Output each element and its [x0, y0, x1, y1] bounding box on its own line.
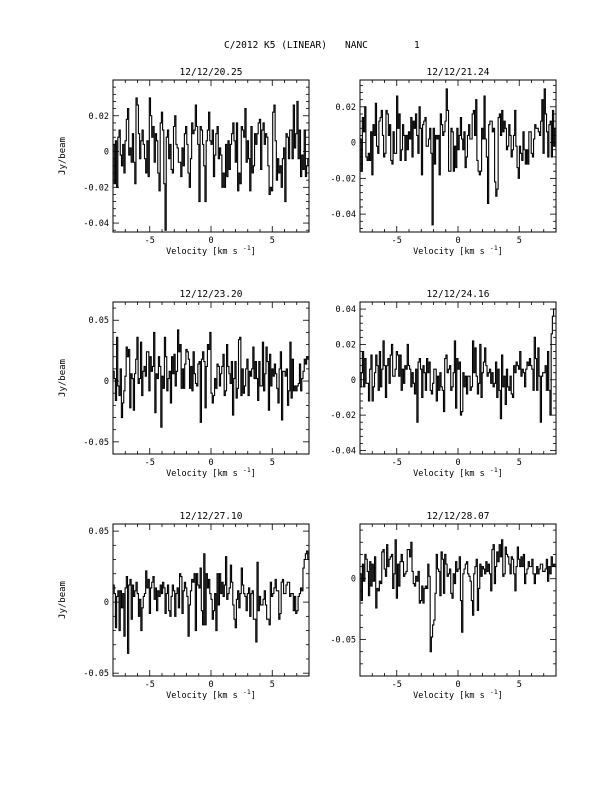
x-axis-label-bracket: ] [251, 247, 256, 257]
y-tick-label: 0.04 [336, 305, 356, 315]
spectrum-series-line [360, 539, 556, 653]
spectrum-series-line [360, 308, 556, 423]
x-axis-label: Velocity [km s -1] [413, 244, 503, 257]
x-tick-label: 0 [208, 680, 213, 690]
x-axis-label-superscript: -1 [490, 688, 498, 696]
x-axis-label-bracket: ] [251, 469, 256, 479]
x-axis-label-text: Velocity [km s [166, 469, 243, 479]
y-tick-label: 0.02 [89, 112, 109, 122]
x-tick-label: 5 [270, 458, 275, 468]
x-axis-label-bracket: ] [498, 247, 503, 257]
y-tick-label: 0 [104, 377, 109, 387]
x-tick-label: 0 [455, 680, 460, 690]
x-axis-label: Velocity [km s -1] [413, 688, 503, 701]
y-axis-label: Jy/beam [58, 359, 68, 397]
x-axis-label-text: Velocity [km s [413, 469, 490, 479]
spectrum-panel-5: 12/12/27.10 -5 0 5 -0.05 0 0.05 Velocity [km s … [58, 511, 310, 701]
spectrum-panel-3: 12/12/23.20 -5 0 5 -0.05 0 0.05 Velocity [km s … [58, 289, 310, 479]
header-page-number: 1 [414, 40, 420, 51]
x-axis-label-superscript: -1 [243, 466, 251, 474]
spectrum-panels: 12/12/20.25 -5 0 5 -0.04 -0.02 0 0.02 Velocity [… [58, 67, 557, 701]
header-molecule: NANC [345, 40, 368, 51]
spectrum-panel-2: 12/12/21.24 -5 0 5 -0.04 -0.02 0 0.02 Velocity [… [330, 67, 557, 257]
y-tick-label: 0 [104, 148, 109, 158]
x-axis-label-bracket: ] [251, 691, 256, 701]
spectrum-series-line [113, 550, 309, 654]
x-axis-label: Velocity [km s -1] [413, 466, 503, 479]
spectrum-panel-4: 12/12/24.16 -5 0 5 -0.04 -0.02 0 0.02 0.04 Veloci… [330, 289, 557, 479]
y-tick-label: 0.02 [336, 340, 356, 350]
plot-frame [359, 523, 557, 677]
x-tick-label: -5 [392, 680, 402, 690]
x-tick-label: 0 [455, 458, 460, 468]
x-axis-label-superscript: -1 [490, 466, 498, 474]
x-axis-label-superscript: -1 [490, 244, 498, 252]
panel-title: 12/12/28.07 [427, 511, 490, 522]
y-axis-label: Jy/beam [58, 137, 68, 175]
y-axis-label: Jy/beam [58, 581, 68, 619]
plot-frame [112, 523, 310, 677]
x-tick-label: -5 [145, 236, 155, 246]
panel-title: 12/12/21.24 [427, 67, 490, 78]
y-tick-label: -0.05 [83, 669, 109, 679]
y-tick-label: -0.05 [83, 438, 109, 448]
y-tick-label: 0 [351, 139, 356, 149]
y-tick-label: 0 [351, 575, 356, 585]
y-tick-label: -0.05 [330, 636, 356, 646]
x-axis-label: Velocity [km s -1] [166, 688, 256, 701]
x-axis-label-bracket: ] [498, 691, 503, 701]
x-tick-label: 0 [208, 236, 213, 246]
x-axis-label-text: Velocity [km s [413, 691, 490, 701]
x-axis-label-bracket: ] [498, 469, 503, 479]
header-object: C/2012 K5 (LINEAR) [224, 40, 327, 51]
x-axis-label-superscript: -1 [243, 244, 251, 252]
y-tick-label: -0.04 [330, 210, 356, 220]
spectrum-series-line [113, 97, 309, 231]
panel-title: 12/12/20.25 [180, 67, 243, 78]
y-tick-label: 0.02 [336, 103, 356, 113]
x-tick-label: 5 [517, 236, 522, 246]
y-tick-label: -0.04 [83, 219, 109, 229]
x-axis-label: Velocity [km s -1] [166, 466, 256, 479]
y-tick-label: -0.02 [330, 411, 356, 421]
x-tick-label: -5 [392, 236, 402, 246]
x-axis-label-superscript: -1 [243, 688, 251, 696]
x-axis-label: Velocity [km s -1] [166, 244, 256, 257]
spectrum-series-line [360, 88, 556, 226]
x-tick-label: -5 [392, 458, 402, 468]
y-tick-label: 0 [351, 376, 356, 386]
x-tick-label: 5 [270, 680, 275, 690]
x-tick-label: 5 [270, 236, 275, 246]
y-tick-label: -0.02 [330, 174, 356, 184]
y-tick-label: 0 [104, 598, 109, 608]
x-axis-label-text: Velocity [km s [166, 691, 243, 701]
x-tick-label: 5 [517, 458, 522, 468]
x-tick-label: -5 [145, 680, 155, 690]
x-tick-label: 5 [517, 680, 522, 690]
spectrum-series-line [113, 329, 309, 428]
x-axis-label-text: Velocity [km s [166, 247, 243, 257]
panel-title: 12/12/23.20 [180, 289, 243, 300]
panel-title: 12/12/27.10 [180, 511, 243, 522]
spectrum-panel-1: 12/12/20.25 -5 0 5 -0.04 -0.02 0 0.02 Velocity [… [58, 67, 310, 257]
y-tick-label: -0.04 [330, 446, 356, 456]
figure-header: C/2012 K5 (LINEAR) NANC 1 [224, 40, 420, 51]
plot-frame [112, 79, 310, 233]
x-tick-label: 0 [455, 236, 460, 246]
x-axis-label-text: Velocity [km s [413, 247, 490, 257]
x-tick-label: -5 [145, 458, 155, 468]
x-tick-label: 0 [208, 458, 213, 468]
y-tick-label: 0.05 [89, 527, 109, 537]
y-tick-label: 0.05 [89, 316, 109, 326]
panel-title: 12/12/24.16 [427, 289, 490, 300]
y-tick-label: -0.02 [83, 183, 109, 193]
